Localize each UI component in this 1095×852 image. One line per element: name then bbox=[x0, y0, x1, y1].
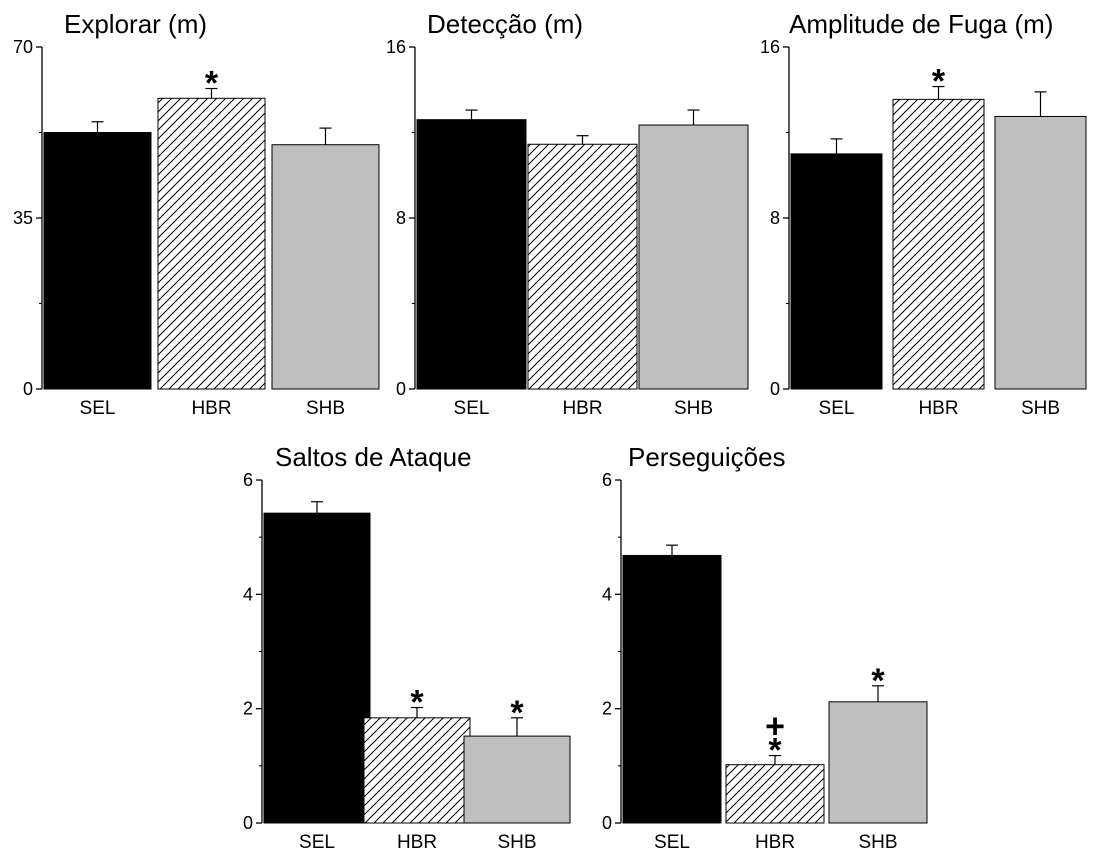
category-label: SHB bbox=[1021, 398, 1060, 419]
category-label: SHB bbox=[674, 398, 713, 419]
bar-shb bbox=[463, 735, 571, 824]
category-label: HBR bbox=[191, 398, 231, 419]
bar-shb bbox=[994, 115, 1087, 390]
y-tick-label: 2 bbox=[243, 699, 253, 719]
category-label: SEL bbox=[299, 832, 335, 852]
bar-hbr bbox=[157, 97, 266, 390]
y-tick-label: 16 bbox=[760, 37, 780, 57]
chart-panel-2: Detecção (m) 0 8 16 SEL HBR SHB bbox=[386, 9, 749, 419]
y-tick-label: 35 bbox=[13, 208, 33, 228]
y-tick-label: 16 bbox=[386, 37, 406, 57]
category-label: SEL bbox=[654, 832, 690, 852]
bar-shb bbox=[638, 124, 749, 390]
y-tick-label: 0 bbox=[602, 813, 612, 833]
y-tick-label: 8 bbox=[396, 208, 406, 228]
significance-asterisk: * bbox=[932, 63, 946, 101]
category-label: HBR bbox=[918, 398, 958, 419]
y-tick-label: 8 bbox=[770, 208, 780, 228]
y-tick-label: 4 bbox=[243, 584, 253, 604]
bar-sel bbox=[790, 153, 883, 390]
y-tick-label: 0 bbox=[23, 379, 33, 399]
significance-cross: + bbox=[765, 708, 785, 746]
significance-asterisk: * bbox=[410, 684, 424, 722]
bar-hbr bbox=[725, 764, 825, 824]
bar-sel bbox=[263, 512, 371, 824]
category-label: SHB bbox=[497, 832, 536, 852]
y-tick-label: 70 bbox=[13, 37, 33, 57]
y-tick-label: 6 bbox=[602, 470, 612, 490]
chart-title: Amplitude de Fuga (m) bbox=[789, 9, 1053, 39]
significance-asterisk: * bbox=[205, 65, 219, 103]
bar-shb bbox=[271, 144, 380, 390]
y-tick-label: 6 bbox=[243, 470, 253, 490]
bar-sel bbox=[622, 554, 722, 824]
category-label: SEL bbox=[80, 398, 116, 419]
y-tick-label: 2 bbox=[602, 699, 612, 719]
chart-title: Explorar (m) bbox=[64, 9, 207, 39]
significance-asterisk: * bbox=[510, 694, 524, 732]
bar-hbr bbox=[363, 717, 471, 824]
category-label: SEL bbox=[454, 398, 490, 419]
chart-title: Saltos de Ataque bbox=[275, 442, 472, 472]
bar-hbr bbox=[527, 143, 638, 390]
chart-title: Detecção (m) bbox=[427, 9, 583, 39]
bar-hbr bbox=[892, 98, 985, 390]
significance-asterisk: * bbox=[871, 662, 885, 700]
category-label: SHB bbox=[858, 832, 897, 852]
bar-sel bbox=[43, 132, 152, 390]
y-tick-label: 0 bbox=[243, 813, 253, 833]
y-tick-label: 0 bbox=[770, 379, 780, 399]
y-tick-label: 0 bbox=[396, 379, 406, 399]
category-label: HBR bbox=[755, 832, 795, 852]
category-label: HBR bbox=[562, 398, 602, 419]
category-label: HBR bbox=[397, 832, 437, 852]
chart-panel-1: Explorar (m) 0 35 70 SEL HBR * SHB bbox=[13, 9, 380, 419]
bar-shb bbox=[828, 701, 928, 824]
significance-asterisk: * bbox=[768, 732, 782, 770]
category-label: SEL bbox=[819, 398, 855, 419]
chart-panel-4: Saltos de Ataque 0 2 4 6 SEL HBR * SHB * bbox=[243, 442, 571, 852]
chart-panel-3: Amplitude de Fuga (m) 0 8 16 SEL HBR * SHB bbox=[760, 9, 1087, 419]
bar-sel bbox=[416, 119, 527, 390]
category-label: SHB bbox=[306, 398, 345, 419]
y-tick-label: 4 bbox=[602, 584, 612, 604]
chart-title: Perseguições bbox=[628, 442, 786, 472]
